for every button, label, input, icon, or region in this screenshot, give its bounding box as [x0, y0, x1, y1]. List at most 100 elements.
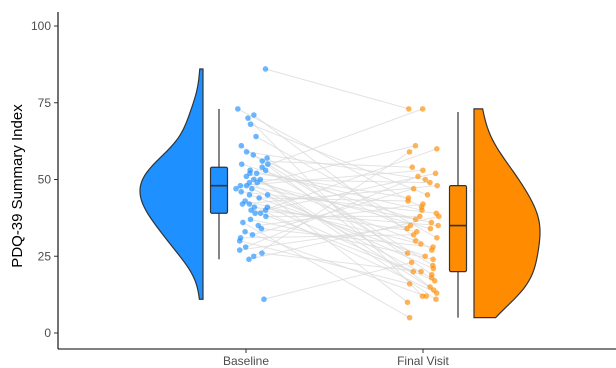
pair-line	[242, 222, 410, 319]
data-point	[248, 207, 254, 213]
pair-line	[246, 151, 426, 180]
data-point	[422, 176, 429, 183]
data-point	[253, 133, 259, 140]
data-point	[419, 106, 426, 112]
data-point	[240, 219, 246, 226]
data-point	[410, 268, 417, 275]
data-point	[246, 192, 253, 198]
data-point	[424, 192, 431, 198]
data-point	[434, 182, 441, 189]
y-tick-label: 75	[38, 96, 52, 110]
data-point	[233, 185, 239, 192]
pair-line	[251, 209, 439, 227]
data-point	[433, 296, 439, 303]
pair-line	[255, 136, 438, 239]
data-point	[245, 115, 251, 121]
data-point	[412, 238, 419, 244]
pair-line	[237, 108, 422, 208]
pair-line	[250, 123, 428, 196]
density-cloud-1	[473, 108, 541, 319]
data-point	[246, 201, 253, 207]
pair-line	[261, 252, 422, 273]
pair-line	[242, 185, 438, 205]
data-point	[431, 278, 438, 284]
pair-line	[241, 191, 437, 214]
data-point	[434, 146, 440, 152]
density-clouds-layer	[139, 68, 541, 319]
data-point	[259, 158, 266, 164]
data-point	[434, 235, 440, 241]
data-point	[258, 225, 265, 232]
data-point	[410, 185, 417, 192]
pair-line	[248, 215, 439, 260]
data-point	[405, 106, 412, 112]
data-point	[436, 213, 442, 220]
pair-line	[259, 197, 409, 202]
y-tick-label: 0	[44, 326, 51, 340]
data-point	[249, 185, 255, 192]
data-point	[239, 201, 246, 207]
pair-line	[235, 145, 416, 190]
data-point	[235, 106, 241, 112]
data-point	[404, 225, 410, 232]
pair-line	[260, 212, 414, 273]
data-point	[262, 207, 269, 213]
pair-line	[267, 206, 435, 282]
y-tick-label: 50	[38, 173, 52, 187]
pair-line	[250, 218, 434, 260]
data-point	[243, 182, 250, 189]
data-point	[249, 231, 256, 238]
data-point	[404, 299, 411, 306]
data-point	[243, 149, 250, 155]
boxplots-layer	[209, 108, 468, 318]
data-point	[259, 250, 265, 256]
data-point	[406, 314, 413, 321]
box-iqr	[209, 166, 229, 214]
data-point	[430, 265, 437, 272]
data-point	[419, 293, 426, 299]
y-tick-label: 100	[31, 19, 51, 33]
data-point	[257, 210, 264, 217]
data-point	[251, 112, 257, 118]
data-point	[238, 161, 245, 167]
data-point	[408, 259, 415, 266]
pair-line	[239, 240, 410, 285]
pair-line	[249, 203, 437, 294]
data-point	[412, 142, 419, 149]
pair-line	[244, 231, 427, 297]
y-tick-label: 25	[38, 249, 52, 263]
data-point	[253, 170, 260, 177]
pair-line	[254, 148, 438, 214]
data-point	[242, 228, 248, 235]
data-point	[433, 290, 440, 296]
pair-line	[261, 108, 423, 168]
data-point	[262, 66, 269, 72]
data-point	[236, 247, 243, 253]
data-point	[238, 188, 244, 195]
data-point	[423, 293, 430, 299]
data-point	[428, 219, 435, 226]
pair-line	[251, 188, 434, 269]
data-point	[428, 247, 435, 253]
data-point	[405, 198, 411, 204]
data-point	[427, 225, 434, 232]
data-point	[264, 155, 270, 161]
data-point	[415, 173, 421, 180]
data-point	[409, 164, 416, 171]
data-point	[254, 179, 260, 186]
data-point	[247, 121, 254, 128]
data-point	[427, 179, 433, 186]
pair-line	[245, 175, 419, 248]
pair-line	[253, 151, 410, 257]
pair-line	[253, 179, 430, 184]
data-point	[420, 167, 426, 174]
data-point	[238, 142, 245, 149]
data-point	[432, 170, 439, 177]
pair-line	[257, 182, 431, 230]
data-point	[419, 207, 425, 213]
paired-lines-layer	[235, 68, 439, 319]
box-iqr	[448, 185, 468, 273]
data-point	[256, 195, 262, 201]
axes-layer: 0 25 50 75 100 Baseline Final Visit	[31, 12, 616, 368]
